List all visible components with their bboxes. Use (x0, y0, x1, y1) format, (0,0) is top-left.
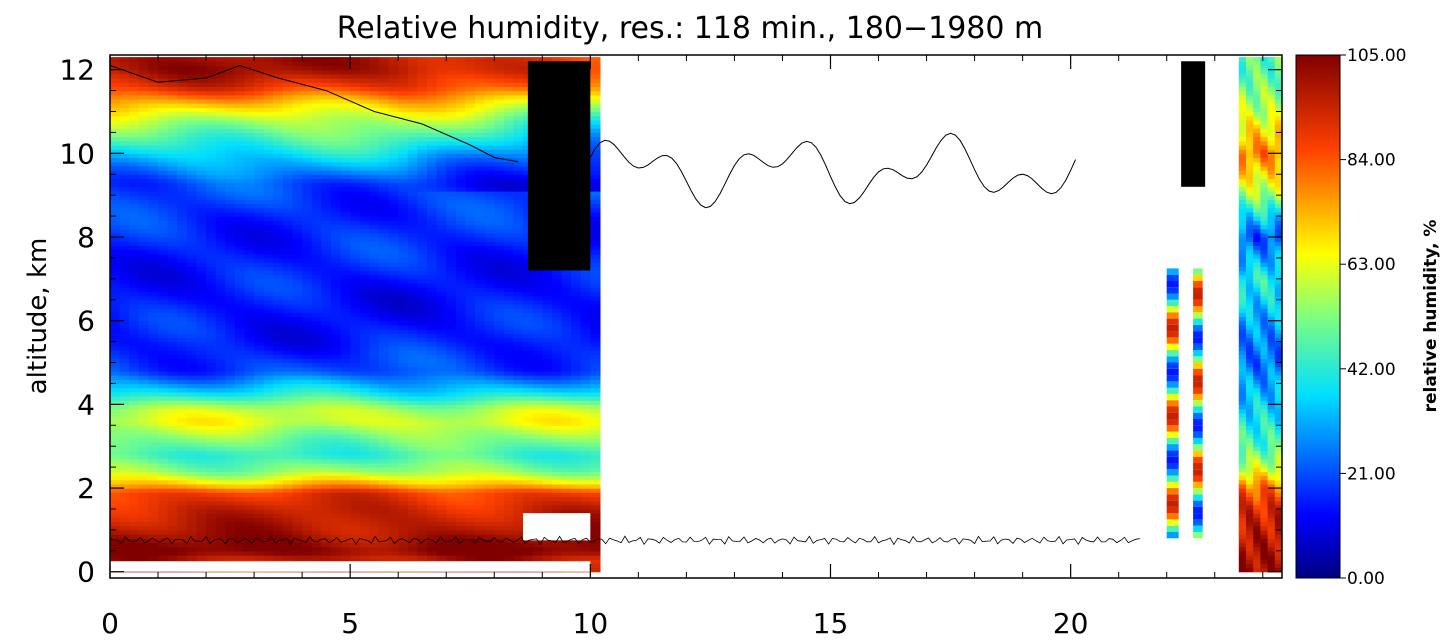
colorbar-tick-label: 0.00 (1347, 569, 1385, 589)
colorbar-gradient (1296, 55, 1340, 578)
colorbar-tick-label: 84.00 (1347, 151, 1396, 171)
colorbar-tick-label: 21.00 (1347, 464, 1396, 484)
y-tick-label: 8 (77, 221, 95, 254)
x-tick-label: 0 (101, 607, 119, 640)
chart-title: Relative humidity, res.: 118 min., 180−1… (337, 11, 1044, 46)
colorbar-tick-label: 42.00 (1347, 360, 1396, 380)
y-axis-label: altitude, km (23, 238, 53, 395)
upper-cloud-contour (590, 133, 1075, 207)
colorbar-ticks: 0.00 21.00 42.00 63.00 84.00 105.00 (1340, 46, 1406, 589)
x-tick-label: 10 (573, 607, 609, 640)
colorbar-tick-label: 63.00 (1347, 255, 1396, 275)
y-tick-label: 12 (59, 54, 95, 87)
black-region-1 (1181, 61, 1205, 187)
x-tick-label: 5 (341, 607, 359, 640)
colorbar-label: relative humidity, % (1421, 220, 1441, 413)
x-tick-label: 20 (1053, 607, 1089, 640)
colorbar: 0.00 21.00 42.00 63.00 84.00 105.00 relative … (1296, 46, 1441, 589)
y-tick-label: 10 (59, 137, 95, 170)
y-tick-label: 0 (77, 556, 95, 589)
colorbar-tick-label: 105.00 (1347, 46, 1406, 66)
heatmap-layer (110, 57, 1290, 572)
x-tick-label: 15 (813, 607, 849, 640)
y-tick-label: 2 (77, 472, 95, 505)
y-tick-label: 4 (77, 388, 95, 421)
black-region-0 (528, 61, 590, 270)
y-tick-label: 6 (77, 305, 95, 338)
